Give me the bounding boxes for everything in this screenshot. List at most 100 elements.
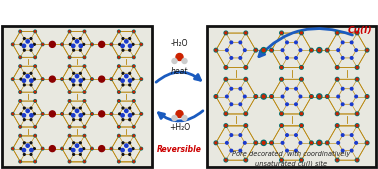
Circle shape <box>300 124 303 127</box>
Circle shape <box>118 65 120 67</box>
Circle shape <box>356 78 358 80</box>
Circle shape <box>254 48 257 52</box>
Circle shape <box>22 79 26 82</box>
Circle shape <box>310 48 313 52</box>
Circle shape <box>68 65 71 67</box>
Circle shape <box>34 126 36 128</box>
Text: heat: heat <box>171 67 188 77</box>
Circle shape <box>301 125 302 127</box>
Circle shape <box>270 141 273 145</box>
Circle shape <box>83 148 85 150</box>
Circle shape <box>280 125 282 127</box>
Circle shape <box>110 147 113 150</box>
Circle shape <box>111 113 112 115</box>
Circle shape <box>69 100 70 102</box>
Circle shape <box>133 126 135 128</box>
Circle shape <box>119 43 121 45</box>
Circle shape <box>61 148 63 149</box>
Circle shape <box>336 125 338 127</box>
Circle shape <box>110 78 113 80</box>
Circle shape <box>70 43 71 45</box>
Circle shape <box>19 30 22 33</box>
Circle shape <box>254 95 257 98</box>
Circle shape <box>79 49 81 51</box>
Circle shape <box>30 38 32 39</box>
Circle shape <box>326 49 328 51</box>
Circle shape <box>23 142 25 144</box>
Circle shape <box>270 48 273 52</box>
Circle shape <box>230 87 232 90</box>
Circle shape <box>243 49 246 52</box>
Circle shape <box>176 111 183 117</box>
Circle shape <box>182 115 187 120</box>
Circle shape <box>70 78 71 80</box>
Circle shape <box>230 149 232 152</box>
Circle shape <box>125 144 128 147</box>
Circle shape <box>365 141 369 145</box>
Circle shape <box>61 113 63 115</box>
Circle shape <box>71 114 75 117</box>
Circle shape <box>84 31 85 32</box>
Circle shape <box>129 84 130 86</box>
Circle shape <box>133 91 135 93</box>
Circle shape <box>69 135 70 136</box>
Text: Reversible: Reversible <box>157 144 202 153</box>
Circle shape <box>84 66 85 67</box>
Circle shape <box>286 57 288 59</box>
Circle shape <box>133 100 135 102</box>
Circle shape <box>122 154 124 155</box>
FancyBboxPatch shape <box>207 26 376 167</box>
Circle shape <box>325 48 329 52</box>
Circle shape <box>129 79 132 82</box>
Circle shape <box>133 91 135 93</box>
Circle shape <box>41 43 44 46</box>
Circle shape <box>214 95 218 98</box>
Circle shape <box>79 114 82 117</box>
Circle shape <box>225 113 227 115</box>
Circle shape <box>225 159 227 161</box>
Circle shape <box>336 32 338 34</box>
Circle shape <box>129 38 130 39</box>
Circle shape <box>129 44 132 47</box>
Circle shape <box>141 113 142 115</box>
Circle shape <box>129 119 130 121</box>
Circle shape <box>286 41 288 44</box>
Circle shape <box>61 113 64 115</box>
Circle shape <box>254 141 257 145</box>
Circle shape <box>11 43 14 46</box>
Circle shape <box>34 30 36 33</box>
Circle shape <box>50 111 55 117</box>
Circle shape <box>118 57 119 58</box>
Text: +H₂O: +H₂O <box>169 123 190 131</box>
Circle shape <box>336 66 338 68</box>
Circle shape <box>30 44 33 47</box>
Circle shape <box>214 141 218 145</box>
Circle shape <box>50 76 55 82</box>
Circle shape <box>280 113 282 115</box>
Circle shape <box>71 79 75 82</box>
Circle shape <box>215 142 217 144</box>
Text: Cu(I): Cu(I) <box>347 27 372 35</box>
Circle shape <box>68 30 71 33</box>
Circle shape <box>133 100 135 102</box>
Circle shape <box>26 109 29 113</box>
Circle shape <box>300 112 303 116</box>
Circle shape <box>335 112 339 116</box>
Circle shape <box>30 154 32 155</box>
Circle shape <box>271 95 273 98</box>
Circle shape <box>341 103 344 106</box>
Circle shape <box>30 79 33 82</box>
Circle shape <box>79 107 81 109</box>
Circle shape <box>280 124 284 127</box>
Circle shape <box>68 56 71 59</box>
Circle shape <box>41 78 44 80</box>
Circle shape <box>310 141 313 145</box>
Circle shape <box>214 48 218 52</box>
Circle shape <box>350 103 353 106</box>
Circle shape <box>69 31 70 32</box>
Circle shape <box>286 149 288 152</box>
Circle shape <box>230 57 232 59</box>
Circle shape <box>365 95 369 98</box>
Circle shape <box>245 125 247 127</box>
Circle shape <box>243 95 246 98</box>
